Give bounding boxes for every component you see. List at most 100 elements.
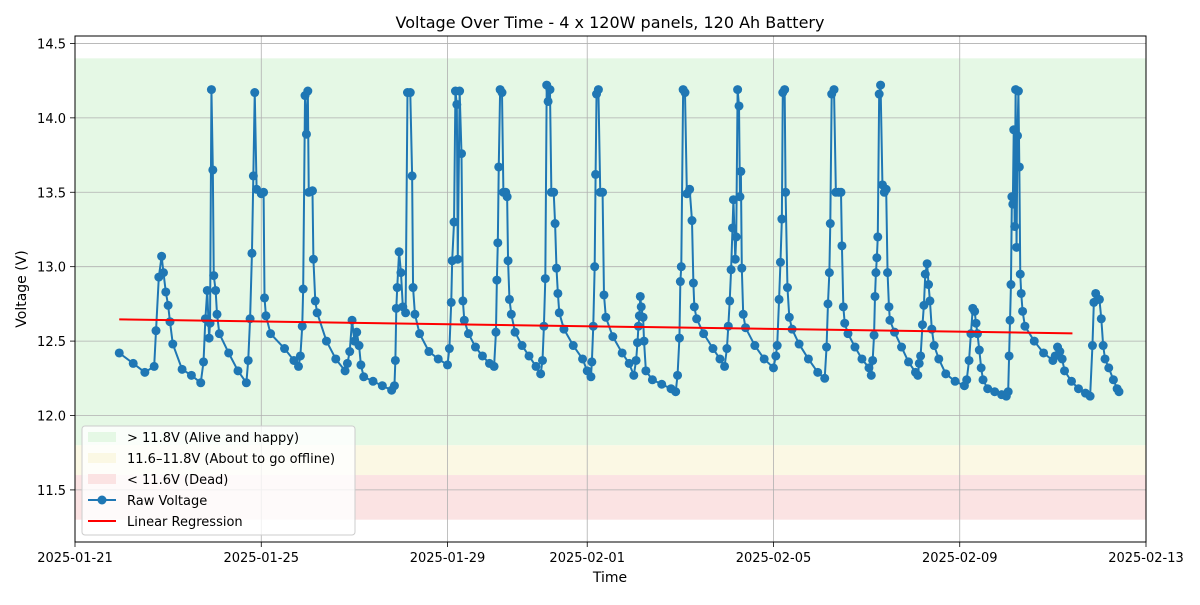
raw-voltage-point: [1018, 306, 1028, 316]
raw-voltage-point: [1096, 314, 1106, 324]
raw-voltage-point: [250, 88, 260, 98]
y-tick-label: 13.0: [37, 261, 66, 276]
raw-voltage-point: [803, 354, 813, 364]
raw-voltage-point: [730, 254, 740, 264]
raw-voltage-point: [554, 308, 564, 318]
legend-label-raw: Raw Voltage: [127, 494, 207, 509]
raw-voltage-point: [737, 263, 747, 273]
axis-ticks: 2025-01-21 2025-01-25 2025-01-29 2025-02-01…: [37, 37, 1184, 566]
raw-voltage-point: [983, 384, 993, 394]
raw-voltage-point: [876, 80, 886, 90]
legend-label-alive: > 11.8V (Alive and happy): [127, 431, 299, 446]
raw-voltage-point: [550, 219, 560, 229]
x-tick-label: 2025-01-21: [37, 551, 113, 566]
raw-voltage-point: [504, 294, 514, 304]
raw-voltage-point: [635, 291, 645, 301]
raw-voltage-point: [976, 363, 986, 373]
raw-voltage-point: [840, 318, 850, 328]
raw-voltage-point: [407, 171, 417, 181]
raw-voltage-point: [196, 378, 206, 388]
raw-voltage-point: [950, 376, 960, 386]
y-tick-label: 12.5: [37, 335, 66, 350]
raw-voltage-point: [829, 85, 839, 95]
raw-voltage-point: [687, 216, 697, 226]
raw-voltage-point: [869, 330, 879, 340]
raw-voltage-point: [1100, 354, 1110, 364]
raw-voltage-point: [1006, 280, 1016, 290]
raw-voltage-point: [1057, 354, 1067, 364]
raw-voltage-point: [1073, 384, 1083, 394]
raw-voltage-point: [1085, 391, 1095, 401]
raw-voltage-point: [294, 361, 304, 371]
raw-voltage-point: [768, 363, 778, 373]
raw-voltage-point: [629, 370, 639, 380]
x-tick-label: 2025-01-25: [223, 551, 299, 566]
raw-voltage-point: [354, 341, 364, 351]
raw-voltage-point: [502, 192, 512, 202]
raw-voltage-point: [310, 296, 320, 306]
raw-voltage-point: [708, 344, 718, 354]
raw-voltage-point: [586, 372, 596, 382]
raw-voltage-point: [598, 187, 608, 197]
raw-voltage-point: [307, 186, 317, 196]
raw-voltage-point: [883, 268, 893, 278]
raw-voltage-point: [340, 366, 350, 376]
raw-voltage-point: [1003, 387, 1013, 397]
raw-voltage-point: [424, 347, 434, 357]
raw-voltage-point: [477, 351, 487, 361]
raw-voltage-point: [1007, 192, 1017, 202]
raw-voltage-point: [158, 268, 168, 278]
raw-voltage-point: [433, 354, 443, 364]
raw-voltage-point: [559, 324, 569, 334]
raw-voltage-point: [924, 280, 934, 290]
raw-voltage-point: [211, 285, 221, 295]
raw-voltage-point: [163, 300, 173, 310]
raw-voltage-point: [308, 254, 318, 264]
raw-voltage-point: [1010, 221, 1020, 231]
raw-voltage-point: [204, 333, 214, 343]
legend-marker-raw: [97, 495, 107, 505]
raw-voltage-point: [922, 259, 932, 269]
raw-voltage-point: [545, 85, 555, 95]
y-tick-label: 11.5: [37, 484, 66, 499]
y-tick-label: 14.0: [37, 112, 66, 127]
raw-voltage-point: [731, 232, 741, 242]
raw-voltage-point: [593, 85, 603, 95]
raw-voltage-point: [728, 223, 737, 233]
raw-voltage-point: [352, 327, 362, 337]
raw-voltage-point: [970, 306, 980, 316]
x-axis-label: Time: [592, 570, 627, 586]
raw-voltage-point: [720, 361, 730, 371]
chart-title: Voltage Over Time - 4 x 120W panels, 120…: [396, 13, 825, 32]
raw-voltage-point: [638, 312, 648, 322]
raw-voltage-point: [750, 341, 760, 351]
raw-voltage-point: [345, 347, 355, 357]
series-layer: [114, 80, 1124, 401]
raw-voltage-point: [774, 294, 784, 304]
raw-voltage-point: [675, 277, 685, 287]
raw-voltage-point: [247, 248, 257, 258]
raw-voltage-point: [784, 312, 794, 322]
raw-voltage-point: [394, 247, 404, 257]
raw-voltage-point: [974, 345, 984, 355]
raw-voltage-point: [492, 275, 502, 285]
raw-voltage-point: [524, 351, 534, 361]
raw-voltage-point: [260, 293, 270, 303]
raw-voltage-point: [444, 344, 454, 354]
raw-voltage-line: [118, 84, 1120, 398]
raw-voltage-point: [233, 366, 243, 376]
raw-voltage-point: [312, 308, 322, 318]
raw-voltage-point: [212, 309, 222, 319]
raw-voltage-point: [647, 375, 657, 385]
raw-voltage-point: [401, 308, 411, 318]
raw-voltage-point: [1067, 376, 1076, 386]
raw-voltage-point: [540, 274, 550, 284]
raw-voltage-point: [914, 358, 924, 368]
raw-voltage-point: [456, 149, 466, 159]
raw-voltage-point: [874, 89, 884, 99]
raw-voltage-point: [1005, 315, 1015, 325]
raw-voltage-point: [722, 344, 732, 354]
raw-voltage-point: [408, 283, 418, 293]
raw-voltage-point: [459, 315, 469, 325]
